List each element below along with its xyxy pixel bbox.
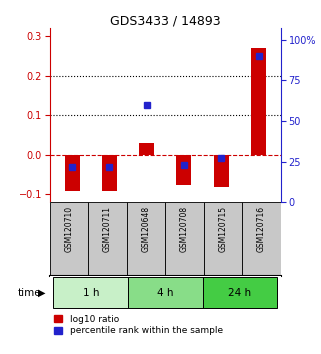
Text: GSM120710: GSM120710	[65, 206, 74, 252]
Text: GSM120711: GSM120711	[103, 206, 112, 252]
Bar	[54, 278, 128, 308]
Text: 24 h: 24 h	[228, 288, 251, 298]
Bar	[204, 202, 242, 276]
Text: ▶: ▶	[38, 288, 46, 298]
Text: time: time	[18, 288, 41, 298]
Bar	[165, 202, 204, 276]
Text: GSM120708: GSM120708	[180, 206, 189, 252]
Bar	[65, 155, 80, 190]
Text: 1 h: 1 h	[82, 288, 99, 298]
Text: GSM120715: GSM120715	[219, 206, 228, 252]
Bar	[139, 143, 154, 155]
Bar	[127, 202, 165, 276]
Text: 4 h: 4 h	[157, 288, 174, 298]
Legend: log10 ratio, percentile rank within the sample: log10 ratio, percentile rank within the …	[54, 315, 223, 335]
Bar	[251, 48, 266, 155]
Bar	[102, 155, 117, 190]
Bar	[50, 202, 88, 276]
Bar	[88, 202, 127, 276]
Bar	[177, 155, 191, 184]
Bar	[242, 202, 281, 276]
Bar	[128, 278, 203, 308]
Bar	[214, 155, 229, 187]
Bar	[203, 278, 277, 308]
Text: GSM120716: GSM120716	[257, 206, 266, 252]
Text: GSM120648: GSM120648	[142, 206, 151, 252]
Title: GDS3433 / 14893: GDS3433 / 14893	[110, 14, 221, 27]
